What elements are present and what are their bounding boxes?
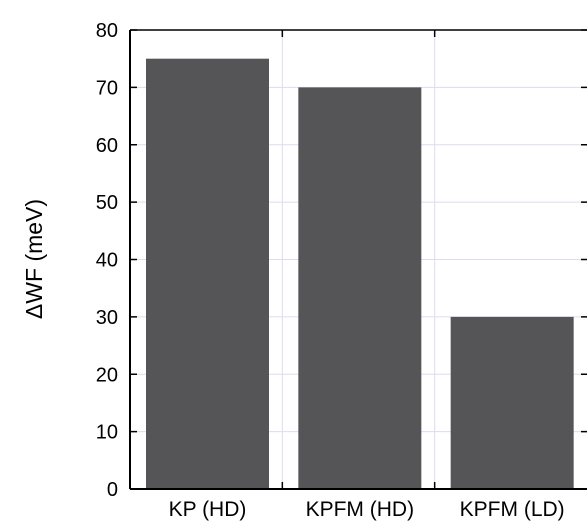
- y-tick-label-10: 10: [96, 422, 118, 444]
- bars: [146, 58, 574, 489]
- y-tick-label-80: 80: [96, 20, 118, 42]
- y-tick-label-50: 50: [96, 192, 118, 214]
- y-tick-label-60: 60: [96, 135, 118, 157]
- y-tick-label-70: 70: [96, 77, 118, 99]
- y-tick-label-40: 40: [96, 250, 118, 272]
- x-category-label-2: KPFM (HD): [306, 498, 415, 521]
- x-category-label-3: KPFM (LD): [460, 498, 565, 521]
- y-tick-label-0: 0: [107, 479, 118, 501]
- bar-1: [146, 58, 269, 489]
- y-tick-labels: 0 10 20 30 40 50 60 70 80: [96, 20, 118, 501]
- bar-3: [450, 316, 574, 489]
- x-category-label-1: KP (HD): [169, 498, 247, 521]
- x-category-labels: KP (HD) KPFM (HD) KPFM (LD): [169, 498, 565, 521]
- bar-2: [298, 87, 422, 489]
- y-tick-label-20: 20: [96, 364, 118, 386]
- y-axis-title: ΔWF (meV): [21, 199, 47, 319]
- y-tick-label-30: 30: [96, 307, 118, 329]
- axes: [129, 29, 587, 490]
